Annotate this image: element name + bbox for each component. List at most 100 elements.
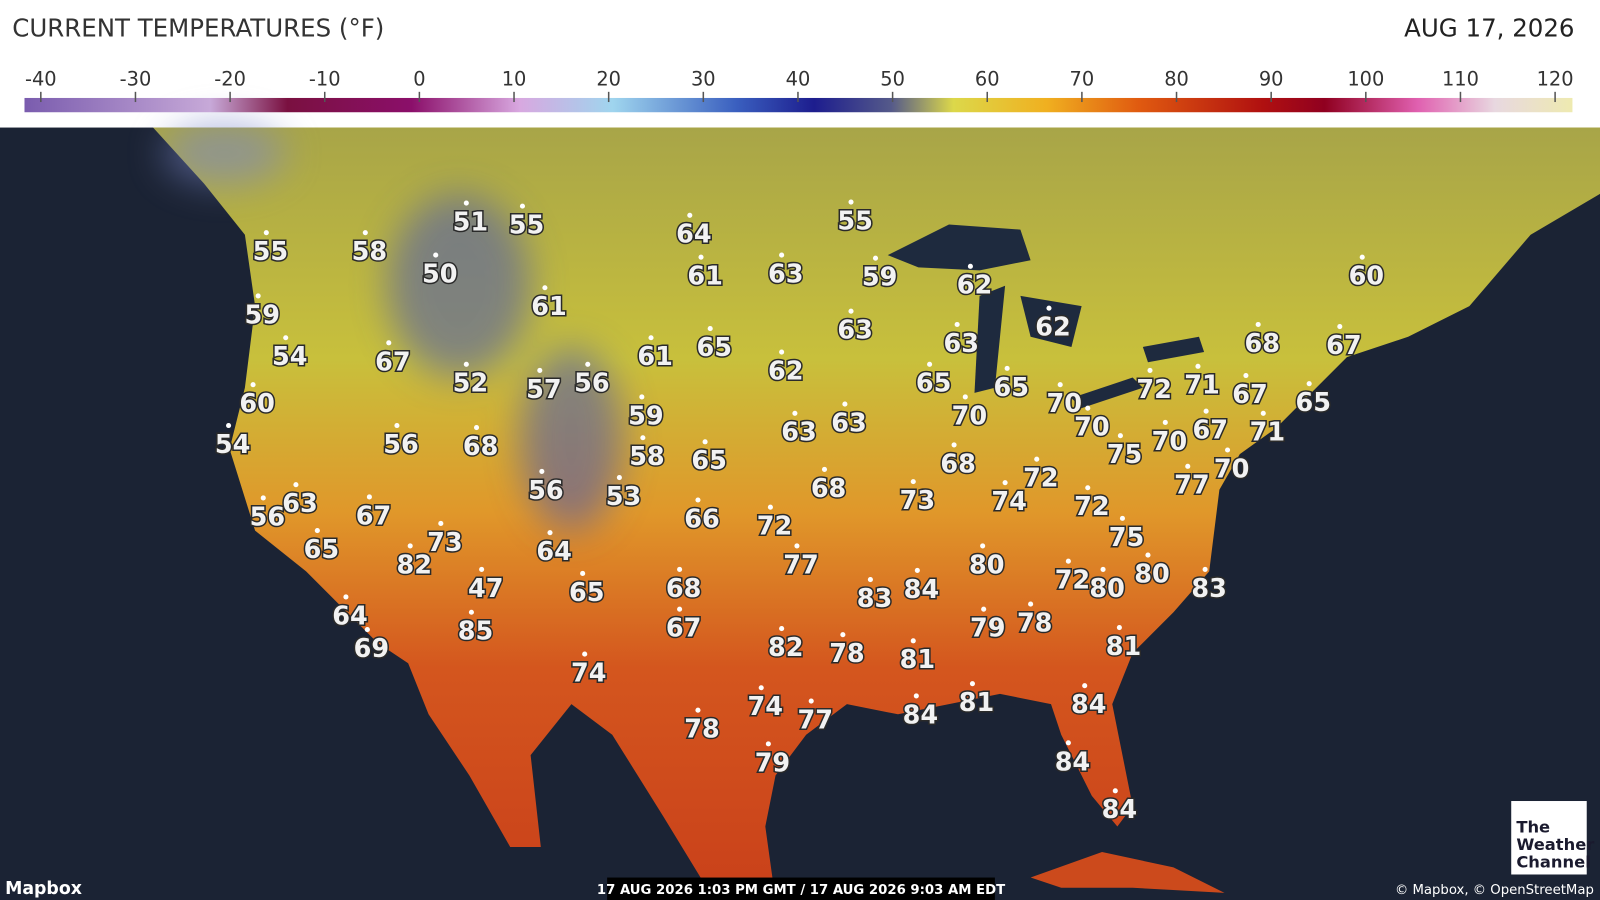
station-dot <box>539 468 545 474</box>
temperature-label: 77 <box>798 705 834 735</box>
station-dot <box>479 566 485 572</box>
temperature-label: 63 <box>768 260 803 290</box>
temperature-label: 57 <box>526 375 562 405</box>
temperature-label: 55 <box>509 211 545 241</box>
scale-tick-label: 10 <box>502 68 527 91</box>
station-dot <box>1002 480 1008 486</box>
station-dot <box>677 606 683 612</box>
station-dot <box>580 570 586 577</box>
station-dot <box>758 685 764 691</box>
timestamp: 17 AUG 2026 1:03 PM GMT / 17 AUG 2026 9:… <box>597 883 1005 898</box>
station-dot <box>542 285 548 291</box>
station-dot <box>1145 552 1151 558</box>
station-dot <box>962 394 968 400</box>
station-dot <box>463 200 469 206</box>
temperature-label: 84 <box>1071 690 1107 720</box>
station-dot <box>582 651 588 657</box>
temperature-label: 67 <box>375 347 411 377</box>
station-dot <box>848 199 854 205</box>
temperature-label: 58 <box>352 237 388 267</box>
temperature-label: 62 <box>768 356 803 386</box>
cuba <box>1030 852 1225 893</box>
scale-tick-label: 0 <box>413 68 425 91</box>
station-dot <box>1162 419 1168 425</box>
station-dot <box>954 321 960 328</box>
temperature-label: 55 <box>253 237 289 267</box>
temperature-label: 74 <box>748 692 784 722</box>
temperature-label: 60 <box>1349 262 1385 292</box>
station-dot <box>537 367 543 373</box>
station-dot <box>616 475 622 481</box>
station-dot <box>640 435 646 441</box>
temperature-label: 67 <box>1326 331 1362 361</box>
scale-tick-label: 90 <box>1259 68 1284 91</box>
station-dot <box>463 361 469 367</box>
station-dot <box>821 466 828 472</box>
station-dot <box>648 335 654 341</box>
station-dot <box>1195 363 1201 369</box>
temperature-label: 78 <box>684 715 720 745</box>
temperature-label: 67 <box>1192 416 1228 446</box>
temperature-label: 72 <box>1136 375 1172 405</box>
station-dot <box>1116 625 1122 631</box>
temperature-label: 72 <box>1055 566 1091 596</box>
temperature-label: 68 <box>811 474 847 504</box>
station-dot <box>226 422 232 429</box>
station-dot <box>1306 381 1312 387</box>
temperature-label: 51 <box>453 207 489 237</box>
temperature-label: 83 <box>1191 574 1227 604</box>
temperature-label: 65 <box>691 446 727 476</box>
station-dot <box>473 425 480 431</box>
temperature-label: 84 <box>903 700 939 730</box>
temperature-label: 78 <box>1017 608 1053 638</box>
station-dot <box>366 494 372 500</box>
scale-tick-label: 40 <box>786 68 811 91</box>
temperature-label: 74 <box>991 487 1027 517</box>
station-dot <box>547 530 553 536</box>
temperature-label: 78 <box>829 639 864 669</box>
temperature-label: 56 <box>574 369 609 399</box>
station-dot <box>1117 433 1123 439</box>
temperature-label: 63 <box>837 316 872 346</box>
station-dot <box>639 394 645 400</box>
scale-tick-label: 110 <box>1442 68 1479 91</box>
station-dot <box>687 212 693 218</box>
temperature-label: 72 <box>1074 492 1110 522</box>
station-dot <box>1028 601 1034 607</box>
temperature-label: 59 <box>628 401 664 431</box>
temperature-label: 56 <box>250 502 285 532</box>
temperature-label: 72 <box>1023 464 1059 494</box>
scale-tick-label: -20 <box>214 68 246 91</box>
station-dot <box>914 567 920 573</box>
temperature-label: 47 <box>468 574 504 604</box>
station-dot <box>840 632 846 638</box>
scale-tick-label: 120 <box>1537 68 1574 91</box>
temperature-label: 65 <box>993 373 1028 403</box>
temperature-label: 65 <box>1296 388 1332 418</box>
temperature-label: 80 <box>1134 560 1170 590</box>
station-dot <box>1112 788 1118 794</box>
temperature-label: 65 <box>569 578 605 608</box>
station-dot <box>910 479 916 485</box>
station-dot <box>1359 254 1365 260</box>
station-dot <box>1057 382 1063 388</box>
temperature-label: 81 <box>959 688 995 718</box>
temperature-label: 84 <box>904 575 940 605</box>
temperature-label: 69 <box>354 634 390 664</box>
temperature-label: 65 <box>304 535 340 565</box>
temperature-label: 62 <box>957 271 992 301</box>
temperature-label: 75 <box>1109 523 1145 553</box>
station-dot <box>779 252 785 258</box>
station-dot <box>1004 365 1010 371</box>
temperature-label: 70 <box>1214 454 1250 484</box>
temperature-label: 70 <box>1074 413 1110 443</box>
station-dot <box>967 263 973 269</box>
station-dot <box>260 495 266 501</box>
scale-tick-label: -40 <box>25 68 57 91</box>
station-dot <box>1100 566 1106 572</box>
great-lakes <box>887 224 1205 409</box>
station-dot <box>910 638 916 644</box>
temperature-label: 63 <box>282 489 318 519</box>
station-dot <box>433 252 439 258</box>
